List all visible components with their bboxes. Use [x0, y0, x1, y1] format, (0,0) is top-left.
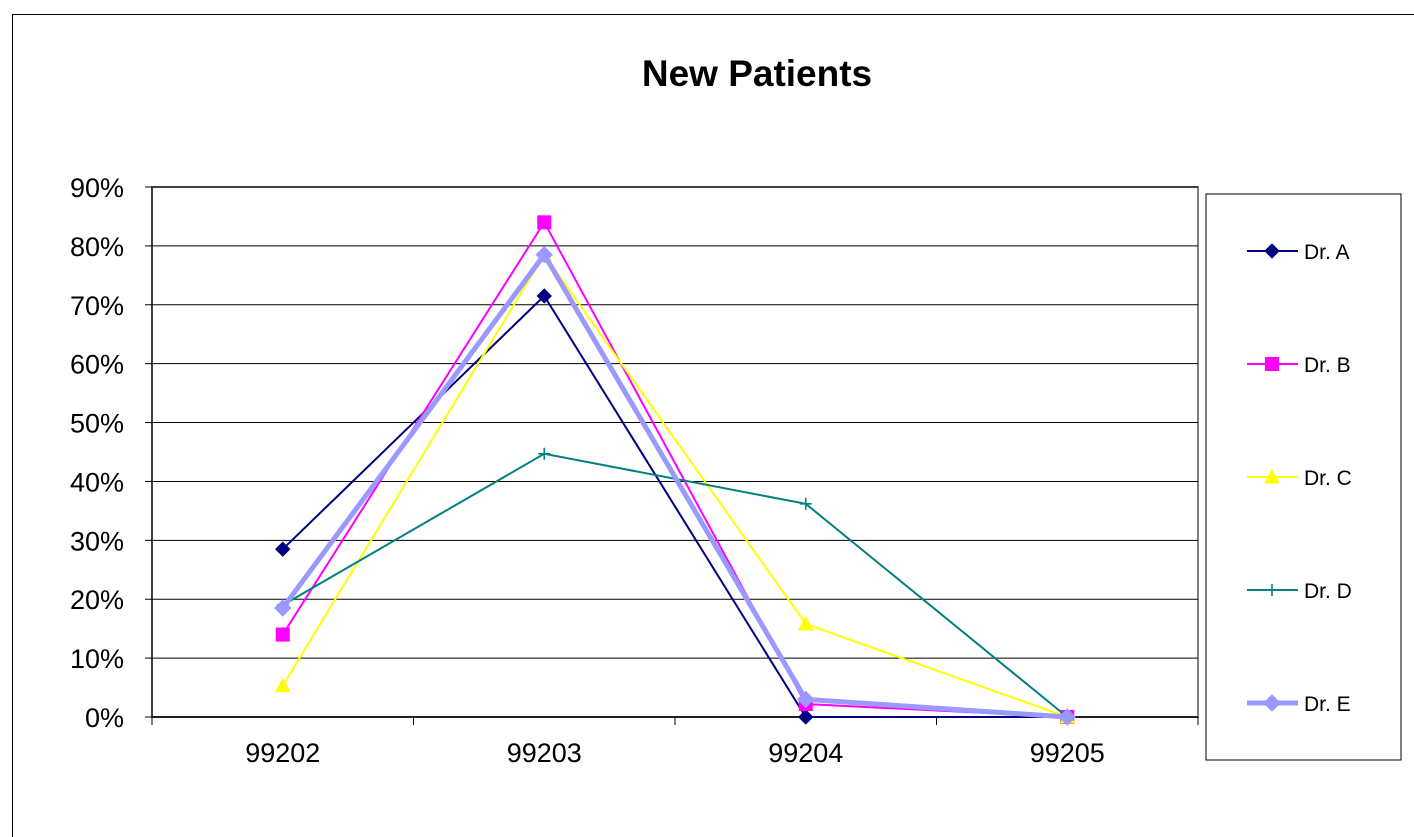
legend-item-dr-a: Dr. A — [1247, 241, 1350, 264]
legend-label: Dr. B — [1304, 354, 1351, 377]
data-point — [797, 690, 815, 709]
data-point — [799, 497, 812, 510]
data-point — [535, 246, 553, 264]
x-tick-label: 99204 — [768, 738, 843, 768]
series-line — [282, 294, 1068, 718]
series-line — [281, 252, 1068, 718]
data-point — [274, 677, 291, 693]
y-tick-label: 70% — [70, 291, 124, 321]
plot-area — [151, 186, 1199, 718]
data-point — [275, 541, 291, 557]
y-tick-label: 20% — [70, 585, 124, 615]
legend-label: Dr. D — [1304, 580, 1352, 603]
y-tick-label: 80% — [70, 232, 124, 262]
legend-item-dr-e: Dr. E — [1247, 693, 1351, 716]
legend-marker — [1265, 357, 1279, 371]
legend-item-dr-b: Dr. B — [1247, 354, 1351, 377]
legend-label: Dr. A — [1304, 241, 1350, 264]
data-point — [538, 447, 551, 460]
y-tick-label: 60% — [70, 350, 124, 380]
series-dr-e — [274, 246, 1076, 726]
y-tick-label: 30% — [70, 526, 124, 556]
series-line — [280, 250, 1068, 720]
legend-marker — [1264, 468, 1280, 484]
data-point — [536, 288, 552, 304]
legend-item-dr-c: Dr. C — [1247, 467, 1352, 490]
data-point — [275, 627, 290, 642]
data-point — [537, 215, 552, 230]
chart-title: New Patients — [642, 53, 872, 94]
legend-label: Dr. E — [1304, 693, 1351, 716]
data-point — [274, 599, 292, 617]
legend-label: Dr. C — [1304, 467, 1352, 490]
legend-marker — [1266, 584, 1278, 596]
y-tick-label: 0% — [85, 703, 124, 733]
y-tick-label: 90% — [70, 173, 124, 203]
legend-box — [1205, 193, 1402, 761]
data-point — [797, 615, 814, 631]
data-point — [1058, 708, 1076, 726]
y-tick-label: 40% — [70, 467, 124, 497]
legend-item-dr-d: Dr. D — [1247, 580, 1352, 603]
y-tick-label: 10% — [70, 644, 124, 674]
x-tick-label: 99202 — [245, 738, 320, 768]
x-tick-label: 99205 — [1030, 738, 1105, 768]
x-tick-label: 99203 — [507, 738, 582, 768]
data-point — [798, 709, 814, 725]
y-tick-label: 50% — [70, 409, 124, 439]
legend-marker — [1264, 243, 1280, 259]
legend-marker — [1263, 694, 1281, 712]
